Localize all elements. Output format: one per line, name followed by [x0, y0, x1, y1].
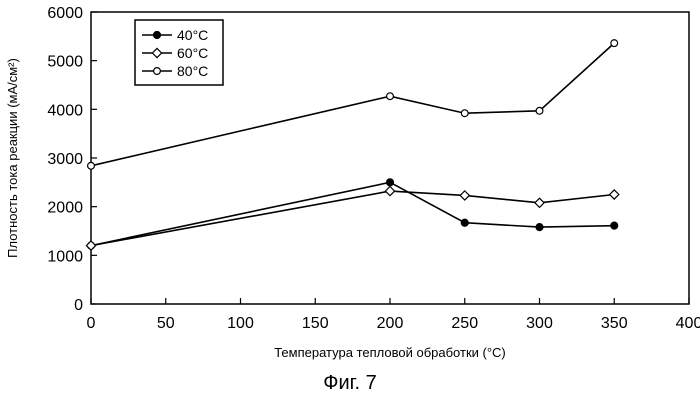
data-point-80C	[536, 107, 543, 114]
y-tick-label: 1000	[47, 248, 83, 265]
data-point-60C	[460, 191, 469, 200]
y-tick-label: 4000	[47, 102, 83, 119]
y-axis-label: Плотность тока реакции (мА/см²)	[5, 58, 20, 258]
legend-marker	[153, 31, 160, 38]
data-point-40C	[536, 224, 543, 231]
data-point-80C	[387, 93, 394, 100]
data-point-40C	[461, 219, 468, 226]
y-tick-label: 3000	[47, 151, 83, 168]
x-tick-label: 350	[601, 315, 628, 332]
y-tick-label: 5000	[47, 54, 83, 71]
legend-label: 80°C	[177, 63, 208, 79]
data-point-80C	[611, 40, 618, 47]
data-point-80C	[88, 162, 95, 169]
series-40C	[87, 179, 617, 249]
legend-label: 40°C	[177, 27, 208, 43]
line-chart: 0 1000 2000 3000 4000 5000 6000 0 50 100 150 200 25…	[0, 0, 700, 370]
x-tick-label: 200	[377, 315, 404, 332]
x-tick-label: 250	[451, 315, 478, 332]
x-tick-label: 50	[157, 315, 175, 332]
series-line-60C	[91, 191, 614, 246]
data-point-60C	[610, 190, 619, 199]
legend: 40°C 60°C 80°C	[135, 20, 223, 85]
y-tick-label: 2000	[47, 200, 83, 217]
series-60C	[86, 186, 618, 250]
legend-label: 60°C	[177, 45, 208, 61]
data-point-40C	[386, 179, 393, 186]
data-point-40C	[611, 222, 618, 229]
x-tick-label: 100	[227, 315, 254, 332]
legend-marker	[154, 68, 161, 75]
series-line-40C	[91, 182, 614, 245]
data-point-80C	[461, 110, 468, 117]
x-tick-label: 150	[302, 315, 329, 332]
data-point-60C	[385, 186, 394, 195]
x-tick-label: 300	[526, 315, 553, 332]
data-point-60C	[535, 198, 544, 207]
figure-caption: Фиг. 7	[0, 372, 700, 395]
x-tick-label: 0	[87, 315, 96, 332]
x-tick-label: 400	[676, 315, 700, 332]
y-tick-label: 0	[74, 297, 83, 314]
x-axis-label: Температура тепловой обработки (°C)	[274, 345, 506, 360]
y-tick-label: 6000	[47, 5, 83, 22]
data-point-60C	[86, 241, 95, 250]
